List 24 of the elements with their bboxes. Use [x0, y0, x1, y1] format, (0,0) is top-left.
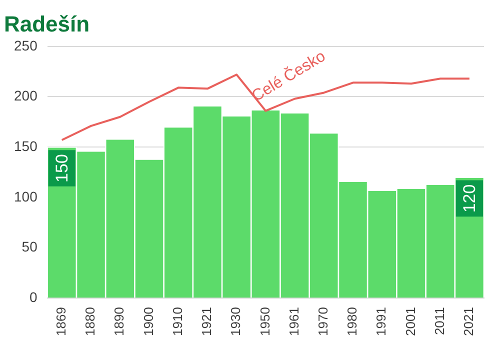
x-tick-label: 1880 [82, 307, 98, 336]
x-tick-label: 1930 [228, 307, 244, 336]
x-tick-label: 2021 [461, 307, 476, 336]
y-tick-label: 200 [14, 88, 38, 104]
x-tick-label: 1980 [344, 307, 360, 336]
x-tick-label: 1869 [53, 307, 68, 336]
x-tick-label: 1950 [257, 307, 272, 336]
chart-title: Radešín [4, 11, 90, 36]
x-tick-label: 1921 [199, 307, 214, 336]
x-tick-label: 2001 [402, 307, 418, 336]
x-tick-label: 2011 [432, 307, 447, 336]
x-tick-label: 1961 [286, 307, 302, 336]
y-tick-label: 100 [14, 188, 38, 204]
y-tick-label: 250 [14, 37, 38, 54]
x-tick-label: 1900 [140, 307, 156, 336]
x-tick-label: 1910 [170, 307, 185, 336]
y-tick-label: 50 [22, 238, 38, 255]
data-label: 150 [52, 154, 72, 182]
x-tick-label: 1970 [315, 307, 330, 336]
y-tick-label: 150 [14, 138, 38, 154]
data-label: 120 [460, 184, 480, 213]
y-tick-label: 0 [30, 288, 38, 305]
x-tick-label: 1890 [112, 307, 127, 336]
x-tick-label: 1991 [374, 307, 389, 336]
